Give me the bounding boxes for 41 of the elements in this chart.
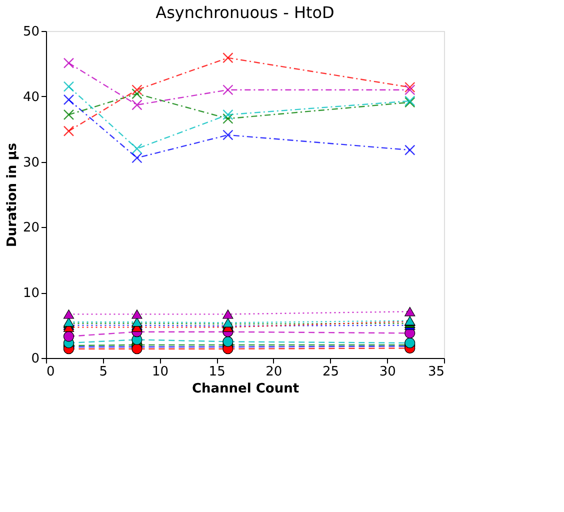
point	[222, 84, 234, 96]
x-tick-label: 0	[46, 364, 55, 380]
y-axis-title: Duration in µs	[4, 142, 20, 248]
point	[132, 310, 142, 319]
y-tick-label: 30	[22, 155, 40, 170]
point	[222, 109, 234, 120]
y-tick-label: 40	[22, 90, 40, 105]
point	[404, 82, 416, 93]
y-tick-label: 20	[22, 220, 40, 236]
y-tick-label: 10	[22, 286, 40, 302]
point	[222, 336, 234, 347]
x-tick-label: 10	[152, 364, 168, 380]
x-tick-label: 25	[322, 364, 340, 380]
point	[404, 144, 416, 156]
point	[63, 126, 74, 136]
point	[63, 94, 74, 106]
point	[222, 310, 234, 319]
point	[132, 152, 142, 164]
x-tick-label: 5	[99, 364, 108, 380]
x-tick-label: 15	[208, 364, 226, 380]
point	[404, 84, 416, 96]
point	[132, 88, 142, 100]
x-tick-label: 30	[379, 364, 396, 380]
point	[132, 100, 142, 110]
point	[63, 331, 74, 342]
point	[222, 130, 234, 140]
x-tick-label: 35	[428, 364, 444, 380]
y-tick-label: 50	[22, 24, 40, 40]
x-axis-title: Channel Count	[192, 382, 300, 396]
chart-title: Asynchronuous - HtoD	[156, 3, 334, 22]
point	[63, 109, 74, 120]
point	[132, 143, 142, 154]
y-tick-label: 0	[31, 352, 40, 366]
point	[404, 306, 416, 316]
x-tick-label: 20	[266, 364, 282, 380]
point	[63, 58, 74, 68]
point	[222, 52, 234, 64]
point	[63, 310, 74, 319]
point	[132, 84, 142, 96]
point	[63, 81, 74, 92]
point	[222, 113, 234, 124]
